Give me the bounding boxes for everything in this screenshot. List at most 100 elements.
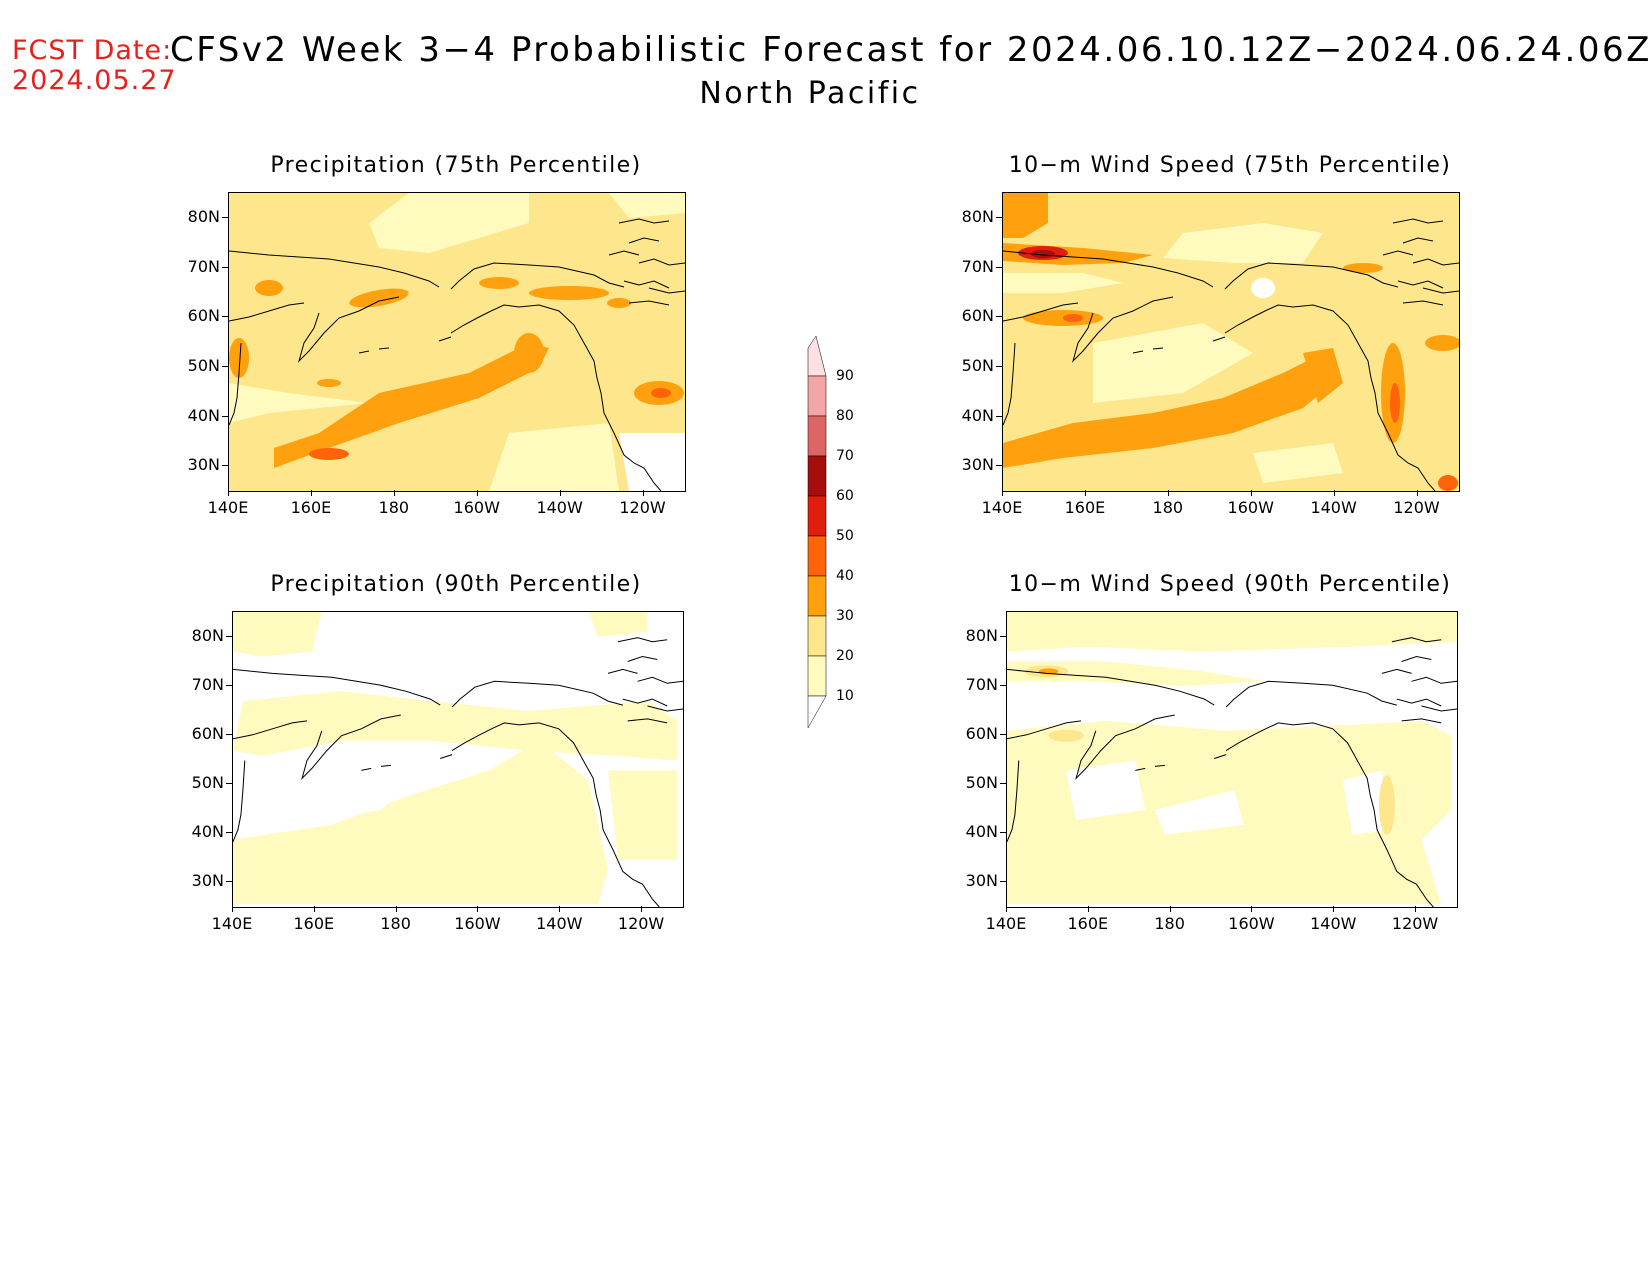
coastline	[1072, 296, 1174, 363]
latitude-tick-mark	[996, 415, 1002, 417]
shaded-area	[233, 740, 608, 904]
map-panel	[1002, 192, 1460, 492]
longitude-tick-label: 160E	[290, 498, 332, 517]
longitude-tick-label: 120W	[1391, 914, 1439, 933]
longitude-tick-label: 120W	[619, 498, 666, 517]
panel-title: 10−m Wind Speed (75th Percentile)	[1008, 153, 1452, 178]
coastline	[301, 714, 401, 781]
coastline	[1152, 347, 1164, 350]
shaded-area	[1379, 775, 1395, 835]
coastline	[380, 764, 391, 767]
shaded-area	[489, 423, 619, 491]
coastline	[1075, 714, 1175, 781]
coastline	[358, 350, 370, 354]
colorbar-label: 90	[836, 368, 854, 384]
latitude-tick-label: 40N	[965, 822, 998, 842]
longitude-tick-label: 180	[1154, 914, 1185, 933]
colorbar-segment	[807, 375, 827, 417]
coastline	[628, 237, 660, 244]
coastline	[298, 296, 400, 363]
coastline	[1412, 258, 1459, 266]
latitude-tick-mark	[222, 415, 228, 417]
coastline	[438, 336, 452, 342]
forecast-date-label: FCST Date:	[12, 35, 173, 66]
colorbar-segment	[807, 655, 827, 697]
longitude-tick-mark	[1250, 490, 1252, 496]
longitude-tick-label: 160W	[453, 498, 500, 517]
shaded-area	[514, 333, 544, 373]
shaded-area	[1093, 323, 1253, 403]
coastline	[1264, 304, 1436, 491]
colorbar-label: 60	[836, 488, 854, 504]
map-graphic	[233, 612, 683, 907]
latitude-tick-label: 80N	[961, 206, 994, 226]
shaded-area	[651, 388, 671, 398]
longitude-tick-mark	[228, 490, 229, 496]
coastline	[1003, 250, 1214, 288]
coastline	[450, 262, 625, 290]
latitude-tick-label: 80N	[187, 206, 220, 226]
longitude-tick-mark	[232, 906, 233, 912]
longitude-tick-mark	[1169, 906, 1171, 912]
colorbar-segment	[807, 495, 827, 537]
coastline	[1007, 668, 1215, 706]
coastline	[648, 287, 685, 294]
coastline	[229, 302, 305, 322]
coastline	[440, 754, 453, 759]
shaded-area	[309, 448, 349, 460]
coastline	[628, 300, 670, 306]
coastline	[1003, 342, 1016, 426]
colorbar-segment	[807, 335, 827, 377]
shaded-area	[1066, 760, 1146, 820]
longitude-tick-mark	[1333, 490, 1335, 496]
longitude-tick-mark	[1333, 906, 1335, 912]
coastline	[638, 258, 685, 266]
latitude-tick-label: 50N	[965, 773, 998, 793]
coastline	[1154, 764, 1165, 767]
forecast-date-value: 2024.05.27	[12, 65, 177, 96]
colorbar-graphic	[807, 335, 827, 729]
coastline	[1391, 637, 1442, 643]
longitude-tick-label: 140E	[211, 914, 253, 933]
coastline	[1003, 302, 1079, 322]
coastline	[618, 218, 670, 224]
longitude-tick-mark	[559, 490, 561, 496]
shaded-area	[1251, 278, 1275, 298]
longitude-tick-label: 160W	[1228, 914, 1275, 933]
shaded-area	[1253, 443, 1343, 483]
latitude-tick-label: 80N	[191, 625, 224, 645]
longitude-tick-mark	[1415, 906, 1417, 912]
latitude-tick-label: 70N	[961, 256, 994, 276]
shaded-area	[229, 383, 369, 423]
longitude-tick-label: 180	[378, 498, 410, 517]
coastline	[608, 250, 640, 256]
latitude-tick-mark	[996, 216, 1002, 218]
map-panel	[1006, 611, 1458, 908]
panel-title: Precipitation (90th Percentile)	[270, 572, 642, 597]
colorbar-label: 50	[836, 528, 854, 544]
latitude-tick-label: 30N	[187, 455, 220, 475]
coastline	[1401, 655, 1432, 662]
longitude-tick-mark	[313, 906, 315, 912]
coastline	[1382, 250, 1414, 256]
latitude-tick-mark	[222, 465, 228, 467]
colorbar-label: 20	[836, 648, 854, 664]
map-graphic	[1003, 193, 1459, 491]
page-title: CFSv2 Week 3−4 Probabilistic Forecast fo…	[170, 30, 1650, 70]
colorbar-segment	[807, 455, 827, 497]
latitude-tick-label: 40N	[191, 822, 224, 842]
latitude-tick-mark	[226, 783, 232, 785]
coastline	[229, 250, 440, 288]
shaded-area	[588, 612, 648, 637]
shaded-area	[233, 691, 678, 761]
longitude-tick-mark	[1006, 906, 1007, 912]
coastline	[1396, 698, 1442, 707]
latitude-tick-label: 60N	[965, 723, 998, 743]
coastline	[233, 668, 441, 706]
coastline	[622, 698, 668, 707]
colorbar-segment	[807, 695, 827, 729]
shaded-area	[479, 277, 519, 289]
coastline	[1421, 705, 1457, 712]
shaded-area	[1343, 263, 1383, 273]
coastline	[617, 637, 668, 643]
